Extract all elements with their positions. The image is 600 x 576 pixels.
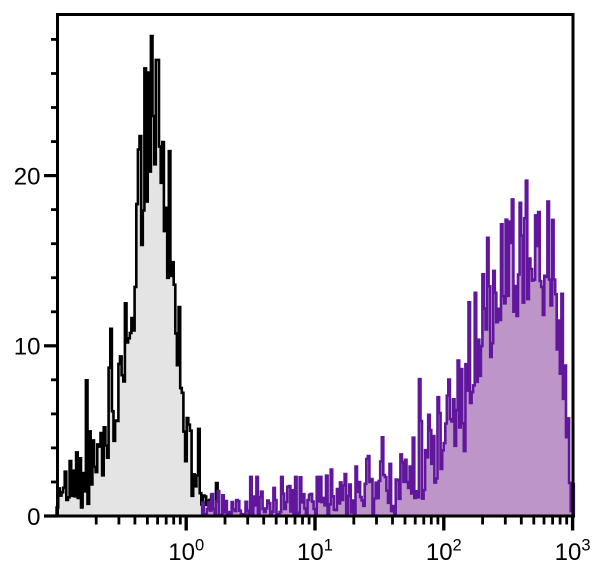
svg-text:102: 102 [426,536,462,566]
svg-text:0: 0 [27,504,40,531]
svg-text:20: 20 [14,163,41,190]
svg-text:10: 10 [14,334,41,361]
svg-text:100: 100 [168,536,204,566]
